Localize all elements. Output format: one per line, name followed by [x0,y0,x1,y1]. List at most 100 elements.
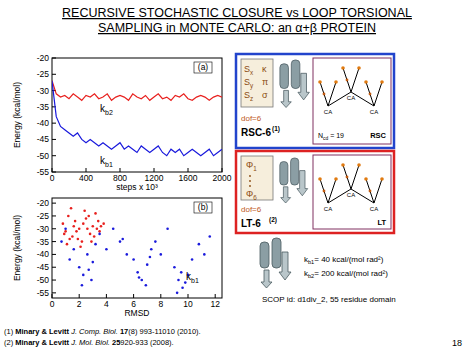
constant-label: kb2= 200 kcal/(mol rad²) [304,269,388,279]
text-part: = 19 [328,132,344,139]
scatter-point [112,227,115,230]
scatter-point [64,227,67,230]
helix [280,162,288,185]
chart: -20-25-30-35-40-45-50-55024681012RMSDEne… [12,198,222,318]
scatter-point [71,235,74,238]
atom-node [346,176,349,179]
atom-node [380,177,384,181]
scatter-point [146,263,149,266]
y-tick-label: -40 [37,249,50,259]
subscript: b1 [105,161,113,168]
scatter-point [177,279,180,282]
atom-label: CA [324,109,332,115]
text-part: Φ [246,189,253,199]
scatter-point [140,279,143,282]
x-tick-label: 2000 [213,173,232,183]
y-tick [52,215,56,216]
atom-node [318,80,322,84]
subscript: x [250,69,254,76]
scheme-frame [313,58,391,144]
strand [298,73,309,100]
atom-node [346,79,349,82]
x-tick [52,168,53,172]
subscript: 1 [253,165,257,172]
text-part: = 40 kcal/(mol rad²) [314,255,383,264]
y-tick-label: -30 [37,224,50,234]
x-tick [79,294,80,298]
param-symbol: Sx [244,64,254,76]
strand [297,171,308,196]
strand [281,90,291,107]
scatter-point [67,215,70,218]
scatter-point [121,238,124,241]
scatter-point [160,253,163,256]
scatter-point [85,217,88,220]
bond [328,179,336,203]
marks [52,81,222,156]
scatter-point [78,266,81,269]
scatter-point [72,225,75,228]
scatter-point [149,256,152,259]
scatter-point [81,240,84,243]
atom-node [341,163,345,167]
x-tick [222,168,223,172]
atom-node [341,66,345,70]
x-axis-label: RMSD [124,308,149,318]
line-series [52,81,222,101]
reference-part: 920-933 (2008). [120,338,173,347]
atom-node [357,66,361,70]
param-symbol: Sy [244,77,254,90]
bond [343,68,351,92]
page-number: 18 [452,338,462,348]
x-tick [154,168,155,172]
scatter-point [97,220,100,223]
scheme-label: RSC [370,131,386,140]
y-axis-label: Energy (kcal/mol) [12,215,22,281]
bond [366,82,374,106]
x-tick [188,294,189,298]
scatter-point [82,274,85,277]
scatter-point [64,230,67,233]
y-tick-label: -55 [37,288,50,298]
y-tick [52,58,56,59]
subscript: z [250,95,253,102]
y-tick-label: -20 [37,198,50,208]
x-tick-label: 400 [79,173,93,183]
scatter-point [132,258,135,261]
y-tick [52,155,56,156]
y-tick [52,203,56,204]
scatter-point [81,284,84,287]
scatter-point [173,266,176,269]
panel-label: (b) [198,202,209,212]
scatter-point [68,258,71,261]
y-tick [52,292,56,293]
y-tick-label: -35 [37,237,50,247]
bond [351,68,359,92]
strand [281,187,291,203]
scatter-point [105,248,108,251]
panel-label-box [194,62,212,73]
x-tick [106,294,107,298]
ellipsis-dot [249,175,251,177]
helix [291,60,300,89]
reference: (1) Minary & Levitt J. Comp. Biol. 17(8)… [4,327,201,336]
scatter-point [100,225,103,228]
panel-label: (a) [198,62,209,72]
x-tick-label: 1600 [179,173,198,183]
atom-node [364,177,368,181]
chart: -20-25-30-35-40-45-50-550400800120016002… [12,53,232,192]
atom-node [334,80,338,84]
scatter-point [77,238,80,241]
strand [261,270,272,288]
scatter-point [176,292,179,295]
y-tick [52,241,56,242]
reference: (2) Minary & Levitt J. Mol. Biol. 25920-… [4,338,174,347]
x-tick-label: 0 [50,299,55,309]
atom-node [318,177,322,181]
reference-part: J. Comp. Biol. [70,327,118,336]
x-tick-label: 2 [77,299,82,309]
method-ref: (2) [269,216,277,224]
strand [279,252,291,280]
reference-part: 25 [112,338,120,347]
helix [280,64,289,89]
